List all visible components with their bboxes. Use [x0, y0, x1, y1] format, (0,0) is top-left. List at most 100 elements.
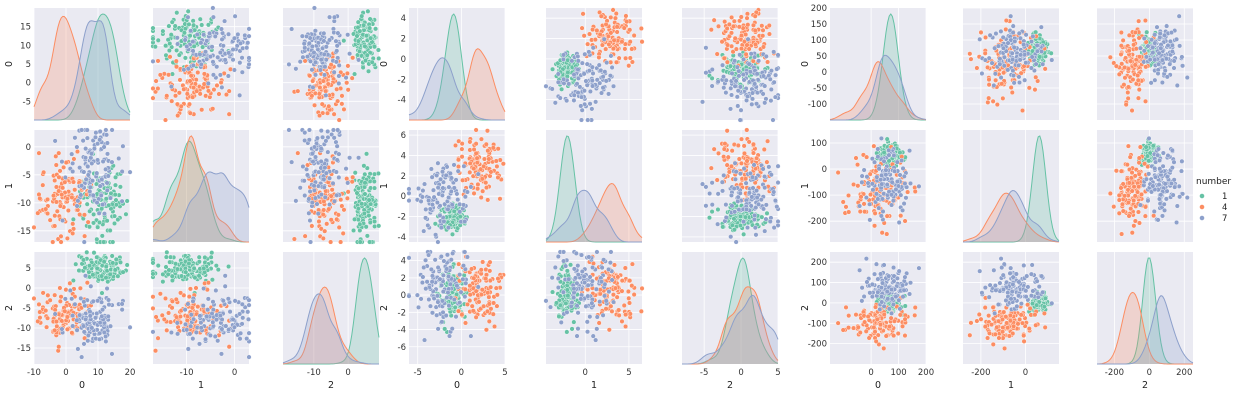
point-7 [198, 40, 204, 46]
point-7 [197, 313, 203, 319]
point-4 [471, 275, 477, 281]
point-1 [173, 261, 179, 267]
point-7 [333, 169, 339, 175]
point-7 [587, 314, 593, 320]
point-7 [434, 200, 440, 206]
point-7 [737, 171, 743, 177]
point-1 [361, 22, 367, 28]
point-7 [475, 284, 481, 290]
point-7 [212, 33, 218, 39]
point-7 [327, 14, 333, 20]
point-4 [155, 86, 161, 92]
point-7 [286, 127, 292, 133]
point-7 [423, 257, 429, 263]
point-7 [462, 218, 468, 224]
point-7 [84, 135, 90, 141]
point-4 [71, 179, 77, 185]
point-4 [162, 117, 168, 123]
point-7 [219, 326, 225, 332]
point-7 [552, 100, 558, 106]
point-4 [194, 88, 200, 94]
ytick-label: -5 [23, 171, 31, 181]
ytick-label: 5 [26, 60, 31, 70]
point-7 [741, 56, 747, 62]
point-1 [354, 33, 360, 39]
point-4 [159, 312, 165, 318]
point-7 [760, 91, 766, 97]
point-4 [629, 46, 635, 52]
point-7 [237, 92, 243, 98]
point-4 [722, 141, 728, 147]
point-7 [311, 183, 317, 189]
panel-r1-c2 [682, 127, 781, 245]
ytick-label: -2 [398, 213, 406, 223]
point-7 [750, 96, 756, 102]
xtick-label: -5 [413, 368, 421, 378]
point-1 [118, 259, 124, 265]
point-1 [99, 273, 105, 279]
ytick-label: 200 [811, 4, 827, 14]
point-4 [627, 27, 633, 33]
point-7 [433, 232, 439, 238]
point-4 [743, 31, 749, 37]
point-7 [242, 32, 248, 38]
point-4 [57, 203, 63, 209]
point-4 [603, 306, 609, 312]
ytick-label: -10 [17, 324, 31, 334]
point-7 [246, 330, 252, 336]
point-7 [563, 263, 569, 269]
point-7 [439, 319, 445, 325]
point-7 [230, 57, 236, 63]
point-7 [594, 326, 600, 332]
point-7 [70, 313, 76, 319]
point-7 [719, 179, 725, 185]
point-4 [164, 327, 170, 333]
point-7 [429, 279, 435, 285]
point-1 [706, 215, 712, 221]
point-7 [406, 255, 412, 261]
point-7 [239, 301, 245, 307]
ytick-label: 0 [401, 192, 406, 202]
point-7 [97, 183, 103, 189]
point-7 [582, 51, 588, 57]
point-1 [107, 227, 113, 233]
point-4 [53, 162, 59, 168]
point-7 [185, 301, 191, 307]
point-4 [622, 265, 628, 271]
point-4 [310, 78, 316, 84]
point-4 [612, 15, 618, 21]
point-4 [627, 278, 633, 284]
point-7 [245, 309, 251, 315]
point-4 [473, 141, 479, 147]
point-7 [1034, 42, 1040, 48]
ytick-label: 4 [401, 14, 406, 24]
point-7 [998, 75, 1004, 81]
point-1 [186, 261, 192, 267]
point-7 [581, 273, 587, 279]
point-1 [95, 224, 101, 230]
point-1 [124, 198, 130, 204]
point-7 [67, 287, 73, 293]
ytick-label: -100 [808, 100, 827, 110]
point-7 [103, 333, 109, 339]
point-7 [74, 327, 80, 333]
point-4 [606, 41, 612, 47]
point-7 [185, 346, 191, 352]
ytick-label: 4 [401, 151, 406, 161]
ytick-label: 0 [26, 284, 31, 294]
point-4 [708, 165, 714, 171]
point-1 [160, 28, 166, 34]
point-1 [372, 185, 378, 191]
point-7 [593, 337, 599, 343]
point-7 [767, 76, 773, 82]
point-4 [759, 23, 765, 29]
point-7 [421, 264, 427, 270]
point-7 [196, 341, 202, 347]
point-4 [328, 239, 334, 245]
point-1 [99, 206, 105, 212]
point-1 [164, 249, 170, 255]
point-4 [623, 323, 629, 329]
point-7 [771, 79, 777, 85]
point-4 [481, 303, 487, 309]
point-1 [150, 260, 156, 266]
